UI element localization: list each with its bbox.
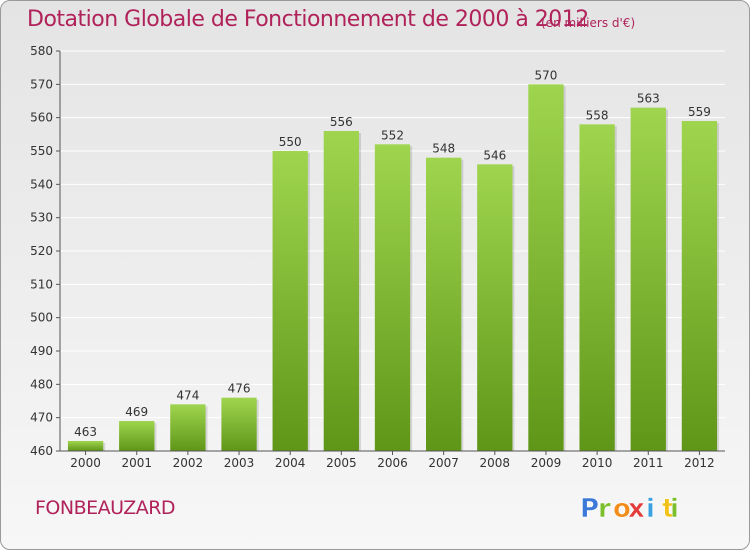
y-tick-label: 490 <box>30 344 53 358</box>
bar-value-label: 570 <box>535 68 558 82</box>
bar <box>426 157 462 451</box>
bar <box>67 441 104 451</box>
y-tick-label: 480 <box>30 377 53 391</box>
x-tick-label: 2011 <box>633 456 664 470</box>
bar-value-label: 563 <box>637 92 660 106</box>
bar <box>323 131 359 451</box>
bars: 463 469 474 476 550 556 552 548 546 570 558 563 559 <box>67 68 720 452</box>
bar <box>374 144 411 452</box>
chart-subtitle: (en milliers d'€) <box>541 16 636 30</box>
y-tick-label: 560 <box>30 111 53 125</box>
x-tick-label: 2010 <box>582 456 613 470</box>
bar <box>221 397 257 451</box>
bar-value-label: 474 <box>176 388 199 402</box>
logo-letter: x <box>628 494 645 524</box>
y-tick-label: 460 <box>30 444 53 458</box>
y-tick-label: 550 <box>30 144 53 158</box>
x-tick-label: 2006 <box>377 456 408 470</box>
bar-value-label: 550 <box>279 135 302 149</box>
x-tick-label: 2001 <box>121 456 152 470</box>
y-tick-label: 530 <box>30 211 53 225</box>
x-tick-label: 2000 <box>70 456 101 470</box>
x-tick-label: 2003 <box>224 456 255 470</box>
bar-value-label: 476 <box>228 382 251 396</box>
bar <box>477 164 513 452</box>
chart-title: Dotation Globale de Fonctionnement de 20… <box>27 7 589 32</box>
y-tick-label: 520 <box>30 244 53 258</box>
axes: 460 470 480 490 500 510 520 530 540 550 560 570 580 2… <box>30 44 725 470</box>
bar <box>630 107 666 452</box>
y-tick-label: 540 <box>30 177 53 191</box>
x-tick-label: 2002 <box>173 456 204 470</box>
x-tick-label: 2012 <box>684 456 715 470</box>
x-tick-label: 2005 <box>326 456 357 470</box>
bar-value-label: 463 <box>74 425 97 439</box>
x-tick-label: 2009 <box>531 456 562 470</box>
y-tick-label: 510 <box>30 277 53 291</box>
bar <box>528 84 564 451</box>
bar <box>272 151 308 451</box>
bar-value-label: 469 <box>125 405 148 419</box>
logo-letter: t <box>662 494 674 524</box>
bar-value-label: 559 <box>688 105 711 119</box>
bar-value-label: 546 <box>483 148 506 162</box>
bar-value-label: 556 <box>330 115 353 129</box>
logo-letter: i <box>646 494 655 524</box>
logo-letter: i <box>670 494 679 524</box>
bar <box>119 421 155 451</box>
bar-value-label: 558 <box>586 108 609 122</box>
x-tick-label: 2008 <box>480 456 511 470</box>
y-tick-label: 500 <box>30 311 53 325</box>
logo-letter: r <box>598 494 611 524</box>
bar <box>170 404 206 451</box>
x-tick-label: 2007 <box>428 456 459 470</box>
y-tick-label: 580 <box>30 44 53 58</box>
commune-name: FONBEAUZARD <box>35 497 176 519</box>
y-tick-label: 570 <box>30 77 53 91</box>
logo-letter: P <box>580 494 599 524</box>
proxiti-logo: Pr ox i ti <box>580 494 680 525</box>
bar-value-label: 548 <box>432 142 455 156</box>
x-tick-label: 2004 <box>275 456 306 470</box>
bar <box>579 124 615 451</box>
bar <box>681 121 718 451</box>
logo-letter: o <box>613 494 631 524</box>
y-tick-label: 470 <box>30 411 53 425</box>
bar-value-label: 552 <box>381 128 404 142</box>
